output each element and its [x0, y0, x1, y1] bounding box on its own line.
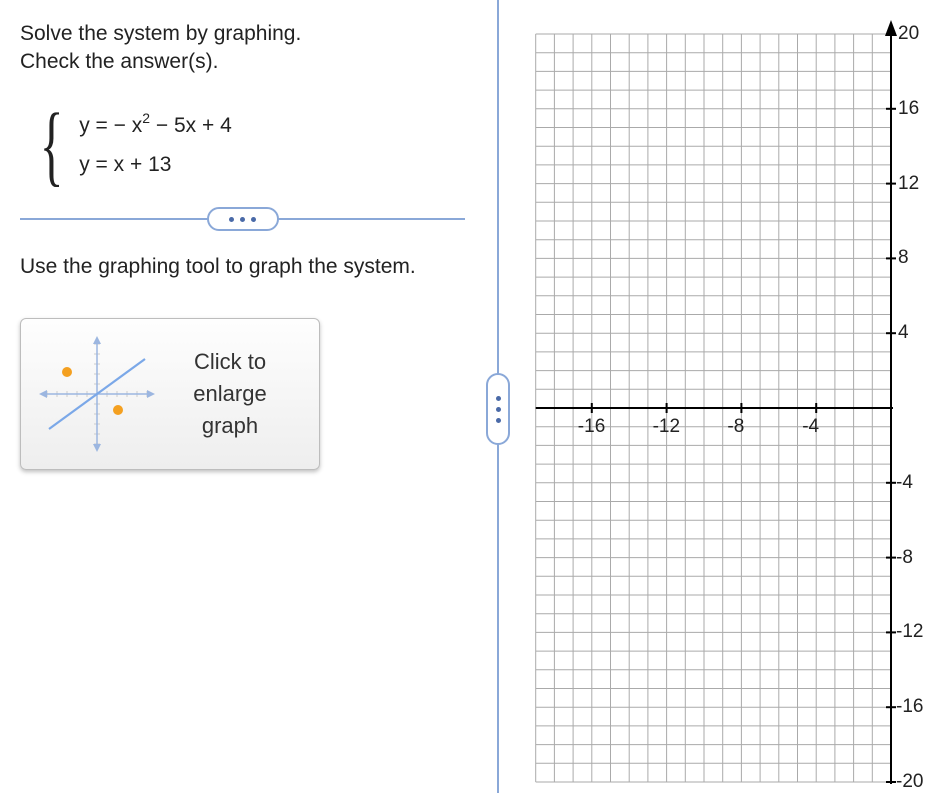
equation-2: y = x + 13 — [79, 146, 232, 185]
enlarge-graph-button[interactable]: Click to enlarge graph — [20, 318, 320, 470]
y-axis-label: -8 — [896, 547, 913, 569]
mini-graph-icon — [37, 334, 157, 454]
y-axis-label: -16 — [896, 696, 923, 718]
coordinate-graph[interactable]: -16-12-8-420161284-4-8-12-16-20 — [515, 20, 925, 780]
horizontal-divider — [20, 218, 465, 220]
prompt-line1: Solve the system by graphing. — [20, 22, 301, 45]
right-panel: -16 -12 -8 -4 20 16 12 8 4 -4 -8 -12 -16 -20 — [485, 0, 947, 793]
y-axis-label: 12 — [898, 173, 919, 195]
prompt-line2: Check the answer(s). — [20, 50, 218, 73]
y-axis-label: -20 — [896, 771, 923, 793]
x-axis-label: -8 — [727, 416, 744, 438]
y-axis-label: -12 — [896, 621, 923, 643]
left-panel: Solve the system by graphing. Check the … — [0, 0, 485, 793]
x-axis-label: -4 — [802, 416, 819, 438]
x-axis-label: -16 — [578, 416, 605, 438]
y-axis-label: -4 — [896, 472, 913, 494]
divider-handle-horizontal[interactable] — [207, 207, 279, 231]
main-container: Solve the system by graphing. Check the … — [0, 0, 947, 793]
problem-prompt: Solve the system by graphing. Check the … — [20, 20, 465, 77]
equation-stack: y = − x2 − 5x + 4 y = x + 13 — [79, 107, 232, 185]
enlarge-label: Click to enlarge graph — [157, 346, 303, 442]
y-axis-label: 16 — [898, 98, 919, 120]
y-axis-label: 20 — [898, 23, 919, 45]
y-axis-label: 4 — [898, 322, 909, 344]
y-axis-label: 8 — [898, 247, 909, 269]
system-equations: { y = − x2 − 5x + 4 y = x + 13 — [30, 107, 465, 185]
equation-1: y = − x2 − 5x + 4 — [79, 107, 232, 146]
brace-icon: { — [40, 112, 64, 180]
x-axis-label: -12 — [653, 416, 680, 438]
graphing-instruction: Use the graphing tool to graph the syste… — [20, 252, 465, 281]
divider-handle-vertical[interactable] — [486, 373, 510, 445]
